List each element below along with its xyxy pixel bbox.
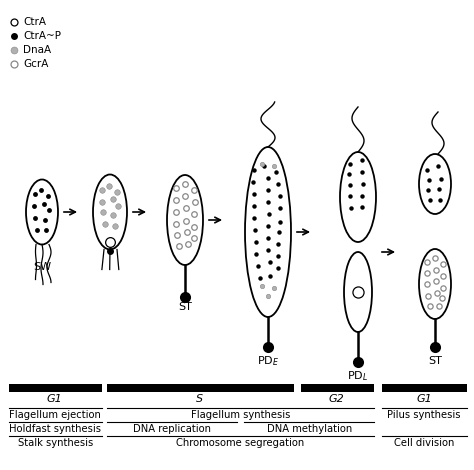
Text: PD$_E$: PD$_E$	[257, 354, 279, 368]
Bar	[382, 384, 467, 392]
Ellipse shape	[419, 154, 451, 214]
Text: SW: SW	[33, 263, 51, 273]
Text: Holdfast synthesis: Holdfast synthesis	[9, 424, 101, 434]
Text: DNA methylation: DNA methylation	[267, 424, 352, 434]
Ellipse shape	[245, 147, 291, 317]
Text: DNA replication: DNA replication	[133, 424, 211, 434]
Text: S: S	[195, 394, 203, 404]
Text: Flagellum synthesis: Flagellum synthesis	[191, 410, 290, 420]
Ellipse shape	[167, 175, 203, 265]
Ellipse shape	[419, 249, 451, 319]
Text: GcrA: GcrA	[23, 59, 48, 69]
Bar	[9, 384, 102, 392]
Text: Pilus synthesis: Pilus synthesis	[387, 410, 461, 420]
Text: Flagellum ejection: Flagellum ejection	[9, 410, 101, 420]
Text: ST: ST	[428, 356, 442, 366]
Ellipse shape	[93, 174, 127, 250]
Text: G1: G1	[416, 394, 432, 404]
Ellipse shape	[340, 152, 376, 242]
Text: G2: G2	[328, 394, 345, 404]
Text: Cell division: Cell division	[394, 438, 455, 448]
Bar	[301, 384, 374, 392]
Ellipse shape	[344, 252, 372, 332]
Text: ST: ST	[178, 302, 192, 312]
Text: PD$_L$: PD$_L$	[347, 369, 369, 383]
Text: CtrA: CtrA	[23, 17, 46, 27]
Text: CtrA~P: CtrA~P	[23, 31, 61, 41]
Bar	[107, 384, 294, 392]
Text: Stalk synthesis: Stalk synthesis	[18, 438, 93, 448]
Text: DnaA: DnaA	[23, 45, 51, 55]
Text: Chromosome segregation: Chromosome segregation	[176, 438, 305, 448]
Ellipse shape	[26, 180, 58, 244]
Text: G1: G1	[46, 394, 63, 404]
